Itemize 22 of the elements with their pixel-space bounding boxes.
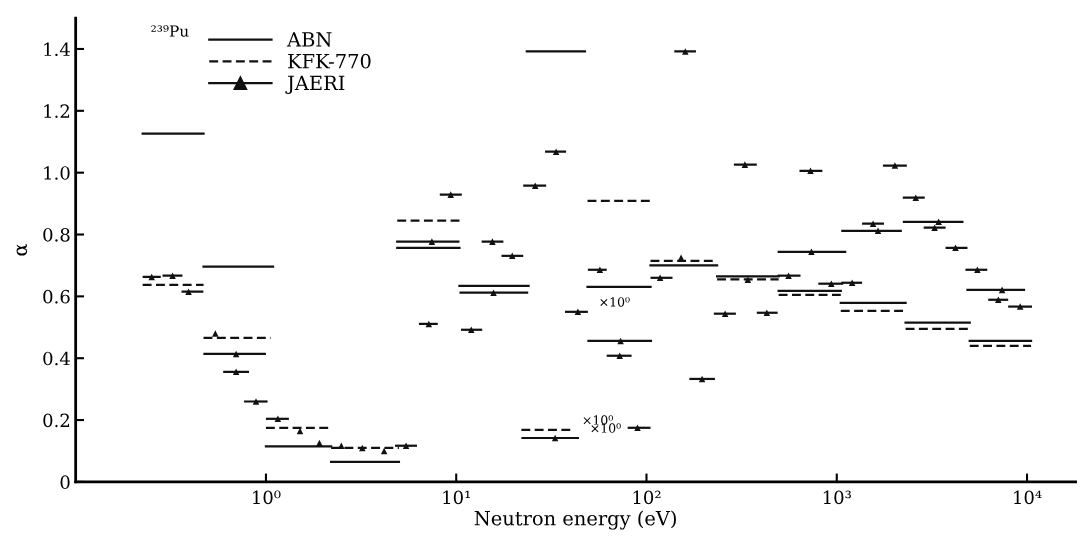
y-tick-label: 1.2 bbox=[44, 104, 70, 118]
annotation: ×10⁰ bbox=[600, 297, 630, 307]
x-axis-title: Neutron energy (eV) bbox=[474, 510, 676, 530]
legend-label: KFK-770 bbox=[288, 53, 371, 69]
annotation: ²³⁹Pu bbox=[151, 25, 189, 37]
y-tick-label: 0.2 bbox=[43, 413, 70, 428]
y-tick-label: 0.4 bbox=[43, 351, 70, 366]
y-tick-label: 0.8 bbox=[43, 227, 70, 242]
x-tick-label: 10⁰ bbox=[253, 490, 281, 505]
y-tick-label: 0 bbox=[60, 475, 70, 490]
x-tick-label: 10² bbox=[633, 490, 661, 505]
annotation: ×10⁰ bbox=[591, 423, 621, 433]
x-tick-label: 10³ bbox=[823, 490, 851, 505]
legend-label: ABN bbox=[286, 32, 332, 47]
x-tick-label: 10⁴ bbox=[1014, 490, 1042, 505]
x-tick-label: 10¹ bbox=[443, 490, 470, 505]
y-tick-label: 1.0 bbox=[44, 166, 70, 180]
annotation: ×10⁰ bbox=[583, 415, 613, 425]
y-axis-title: α bbox=[16, 243, 28, 256]
legend-label: JAERI bbox=[285, 75, 345, 94]
y-tick-label: 0.6 bbox=[43, 289, 70, 304]
y-tick-label: 1.4 bbox=[44, 42, 70, 57]
